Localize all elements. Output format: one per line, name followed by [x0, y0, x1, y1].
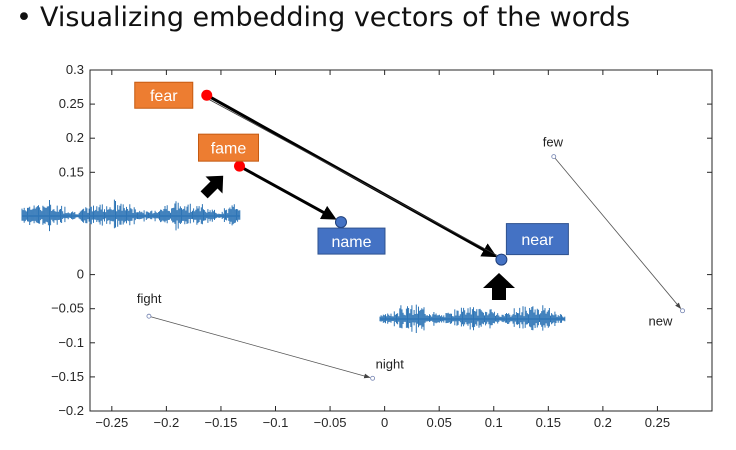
- point-fame: [233, 160, 245, 172]
- arrow-fear-to-near-shadow: [206, 97, 498, 256]
- y-tick-label: 0.25: [59, 96, 84, 111]
- y-tick-label: 0.15: [59, 164, 84, 179]
- x-tick-label: 0.15: [536, 415, 561, 430]
- slide-heading-text: Visualizing embedding vectors of the wor…: [39, 2, 631, 33]
- waveforms: [21, 199, 566, 333]
- label-box-fame: fame: [197, 133, 259, 162]
- x-tick-label: −0.15: [204, 415, 237, 430]
- x-tick-label: 0.1: [485, 415, 503, 430]
- label-box-bg: [197, 133, 259, 162]
- thick-pointer-arrows: [200, 175, 515, 300]
- slide-heading: • Visualizing embedding vectors of the wo…: [16, 2, 630, 33]
- word-arrows: [148, 93, 682, 379]
- point-fear: [201, 89, 213, 101]
- arrow-few-to-new: [553, 156, 682, 310]
- label-night: night: [376, 356, 405, 371]
- label-box-bg: [134, 81, 194, 109]
- y-tick-label: −0.2: [58, 403, 84, 418]
- x-tick-label: 0.25: [645, 415, 670, 430]
- label-box-bg: [317, 227, 386, 255]
- axes: −0.25 −0.2 −0.15 −0.1 −0.05 0 0.05 0.1 0.15 0.2 0.…: [51, 62, 713, 430]
- word-labels: fear fame name near few new fight night: [134, 81, 673, 371]
- plot-frame: [89, 69, 713, 412]
- bullet-glyph: •: [16, 2, 32, 33]
- pointer-arrow-up-right: [200, 175, 224, 199]
- x-tick-label: −0.05: [314, 415, 347, 430]
- label-box-text: name: [331, 234, 371, 251]
- point-night: [370, 375, 376, 381]
- x-tick-label: 0.05: [427, 415, 452, 430]
- label-fight: fight: [137, 291, 162, 306]
- point-fight: [146, 313, 152, 319]
- label-box-near: near: [505, 223, 569, 256]
- arrow-fame-to-name: [238, 164, 337, 220]
- label-box-text: fear: [150, 88, 178, 105]
- y-tick-label: −0.05: [51, 301, 84, 316]
- label-box-fear: fear: [134, 81, 194, 109]
- point-few: [551, 154, 557, 160]
- x-tick-label: −0.2: [154, 415, 180, 430]
- label-box-name: name: [317, 227, 386, 255]
- point-near: [495, 253, 508, 266]
- y-tick-label: 0.3: [66, 62, 84, 77]
- label-box-text: fame: [211, 141, 247, 158]
- x-tick-label: −0.1: [263, 415, 289, 430]
- label-few: few: [543, 135, 564, 150]
- x-tick-label: 0: [381, 415, 388, 430]
- y-tick-label: 0: [77, 267, 84, 282]
- y-tick-label: −0.1: [58, 335, 84, 350]
- x-tick-label: −0.25: [95, 415, 128, 430]
- x-tick-label: 0.2: [594, 415, 612, 430]
- pointer-arrow-up: [483, 273, 515, 300]
- label-box-bg: [505, 223, 569, 256]
- label-new: new: [649, 314, 673, 329]
- y-tick-label: 0.2: [66, 130, 84, 145]
- y-tick-label: −0.15: [51, 369, 84, 384]
- point-new: [680, 308, 685, 314]
- label-box-text: near: [521, 232, 554, 249]
- arrow-fight-to-night: [148, 315, 371, 379]
- word-points: [146, 89, 685, 381]
- point-name: [334, 216, 347, 229]
- arrow-fear-to-near: [206, 93, 498, 258]
